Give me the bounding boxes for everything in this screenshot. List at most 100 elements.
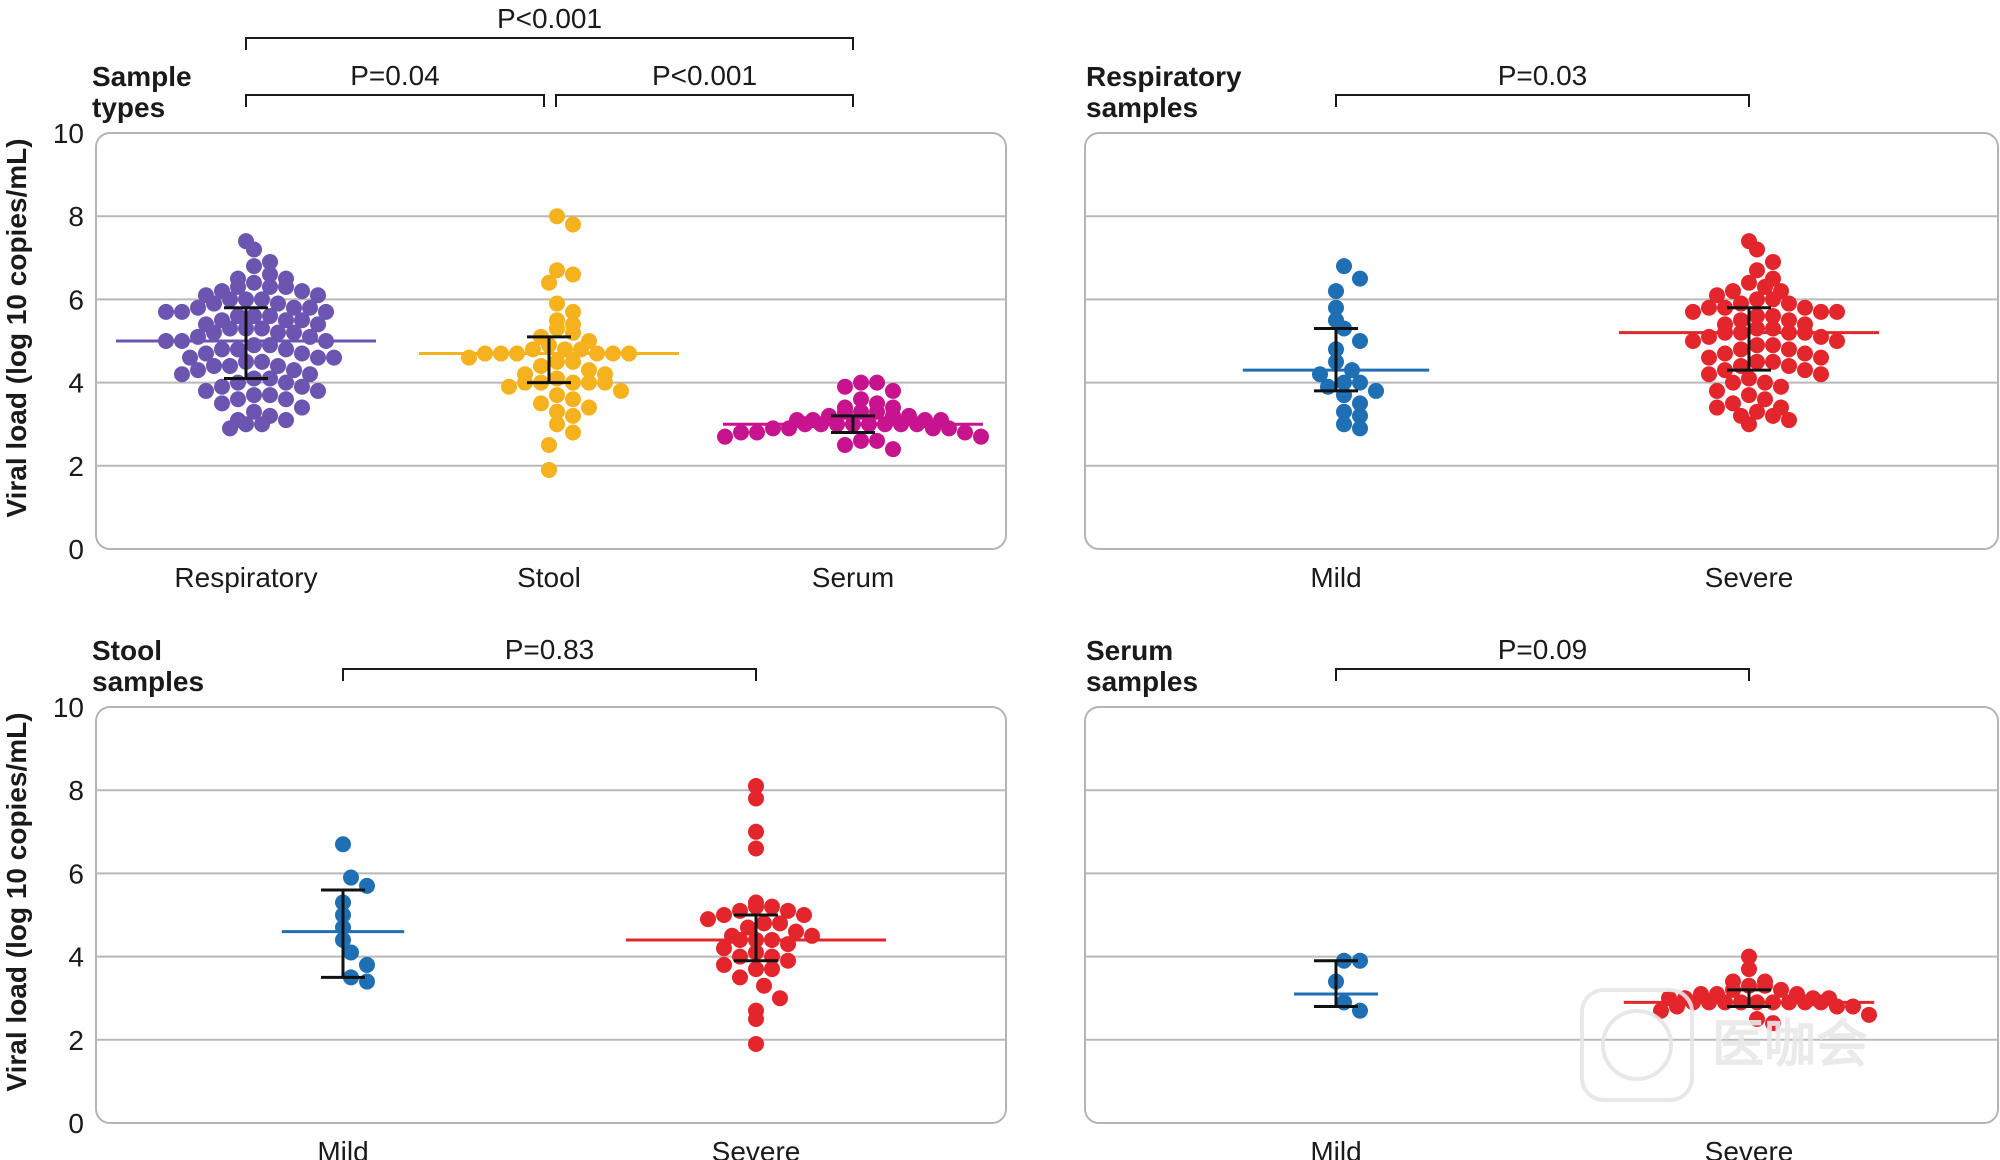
y-axis-label-bottom: Viral load (log 10 copies/mL)	[1, 712, 32, 1091]
data-point	[278, 374, 294, 391]
data-point	[565, 407, 581, 424]
data-point	[740, 919, 756, 936]
x-category-label: Mild	[317, 1136, 368, 1160]
data-point	[1352, 333, 1368, 349]
x-category-label: Severe	[1705, 562, 1794, 593]
data-point	[246, 403, 262, 420]
data-point	[1781, 357, 1797, 374]
data-point	[861, 416, 877, 433]
p-value-label: P<0.001	[652, 60, 757, 91]
y-tick-label: 0	[68, 534, 84, 565]
significance-bracket	[1335, 94, 1750, 107]
series-respiratory	[116, 233, 376, 437]
data-point	[1765, 1015, 1781, 1032]
data-point	[1781, 341, 1797, 358]
data-point	[1765, 353, 1781, 370]
data-point	[1701, 328, 1717, 345]
data-point	[1749, 262, 1765, 279]
data-point	[222, 291, 238, 308]
data-point	[869, 374, 885, 391]
data-point	[748, 778, 764, 795]
data-point	[549, 320, 565, 337]
x-category-label: Stool	[517, 562, 581, 593]
data-point	[1725, 395, 1741, 412]
data-point	[1312, 366, 1328, 383]
data-point	[732, 969, 748, 986]
data-point	[733, 424, 749, 441]
data-point	[326, 349, 342, 366]
data-point	[262, 253, 278, 270]
data-point	[294, 345, 310, 362]
iqr-error-bar	[1314, 959, 1358, 1009]
data-point	[788, 923, 804, 940]
data-point	[1829, 998, 1845, 1015]
data-point	[1717, 299, 1733, 316]
data-point	[565, 216, 581, 233]
data-point	[1797, 324, 1813, 341]
data-point	[158, 333, 174, 349]
data-point	[310, 316, 326, 333]
data-point	[1368, 382, 1384, 399]
data-point	[182, 349, 198, 366]
plot-frame	[1084, 132, 1999, 550]
data-point	[1709, 399, 1725, 416]
iqr-error-bar	[1314, 327, 1358, 393]
data-point	[605, 345, 621, 362]
data-point	[1352, 420, 1368, 437]
data-point	[1829, 303, 1845, 320]
data-point	[1741, 370, 1757, 387]
data-point	[198, 382, 214, 399]
data-point	[222, 320, 238, 337]
data-point	[1685, 303, 1701, 320]
data-point	[1741, 948, 1757, 965]
data-point	[1797, 362, 1813, 379]
data-point	[230, 391, 246, 408]
data-point	[549, 387, 565, 404]
panel-title: Stool samples	[92, 635, 204, 697]
series-severe	[1623, 948, 1877, 1032]
data-point	[262, 308, 278, 325]
data-point	[748, 790, 764, 807]
data-point	[461, 349, 477, 366]
data-point	[1733, 312, 1749, 329]
data-point	[716, 907, 732, 923]
data-point	[1653, 1002, 1669, 1019]
data-point	[1328, 283, 1344, 300]
data-point	[222, 420, 238, 437]
data-point	[772, 915, 788, 932]
series-stool	[419, 208, 679, 478]
data-point	[877, 416, 893, 433]
data-point	[1757, 391, 1773, 408]
data-point	[286, 299, 302, 316]
data-point	[1765, 337, 1781, 354]
data-point	[1757, 278, 1773, 295]
data-point	[1717, 362, 1733, 379]
data-point	[1336, 258, 1352, 275]
data-point	[1797, 299, 1813, 316]
significance-bracket	[555, 94, 854, 107]
x-category-label: Respiratory	[174, 562, 317, 593]
data-point	[565, 353, 581, 370]
y-tick-label: 4	[68, 942, 84, 973]
data-point	[1749, 403, 1765, 420]
data-point	[925, 420, 941, 437]
panel-title: Sample types	[92, 61, 192, 123]
data-point	[294, 399, 310, 416]
data-point	[1709, 382, 1725, 399]
data-point	[278, 391, 294, 408]
x-category-label: Severe	[712, 1136, 801, 1160]
data-point	[1829, 333, 1845, 349]
data-point	[621, 345, 637, 362]
data-point	[262, 387, 278, 404]
data-point	[262, 278, 278, 295]
data-point	[1701, 299, 1717, 316]
data-point	[1741, 387, 1757, 404]
data-point	[772, 990, 788, 1007]
data-point	[853, 432, 869, 449]
data-point	[1352, 952, 1368, 969]
data-point	[359, 956, 375, 973]
data-point	[1701, 349, 1717, 366]
data-point	[756, 915, 772, 932]
data-point	[589, 345, 605, 362]
data-point	[1757, 374, 1773, 391]
